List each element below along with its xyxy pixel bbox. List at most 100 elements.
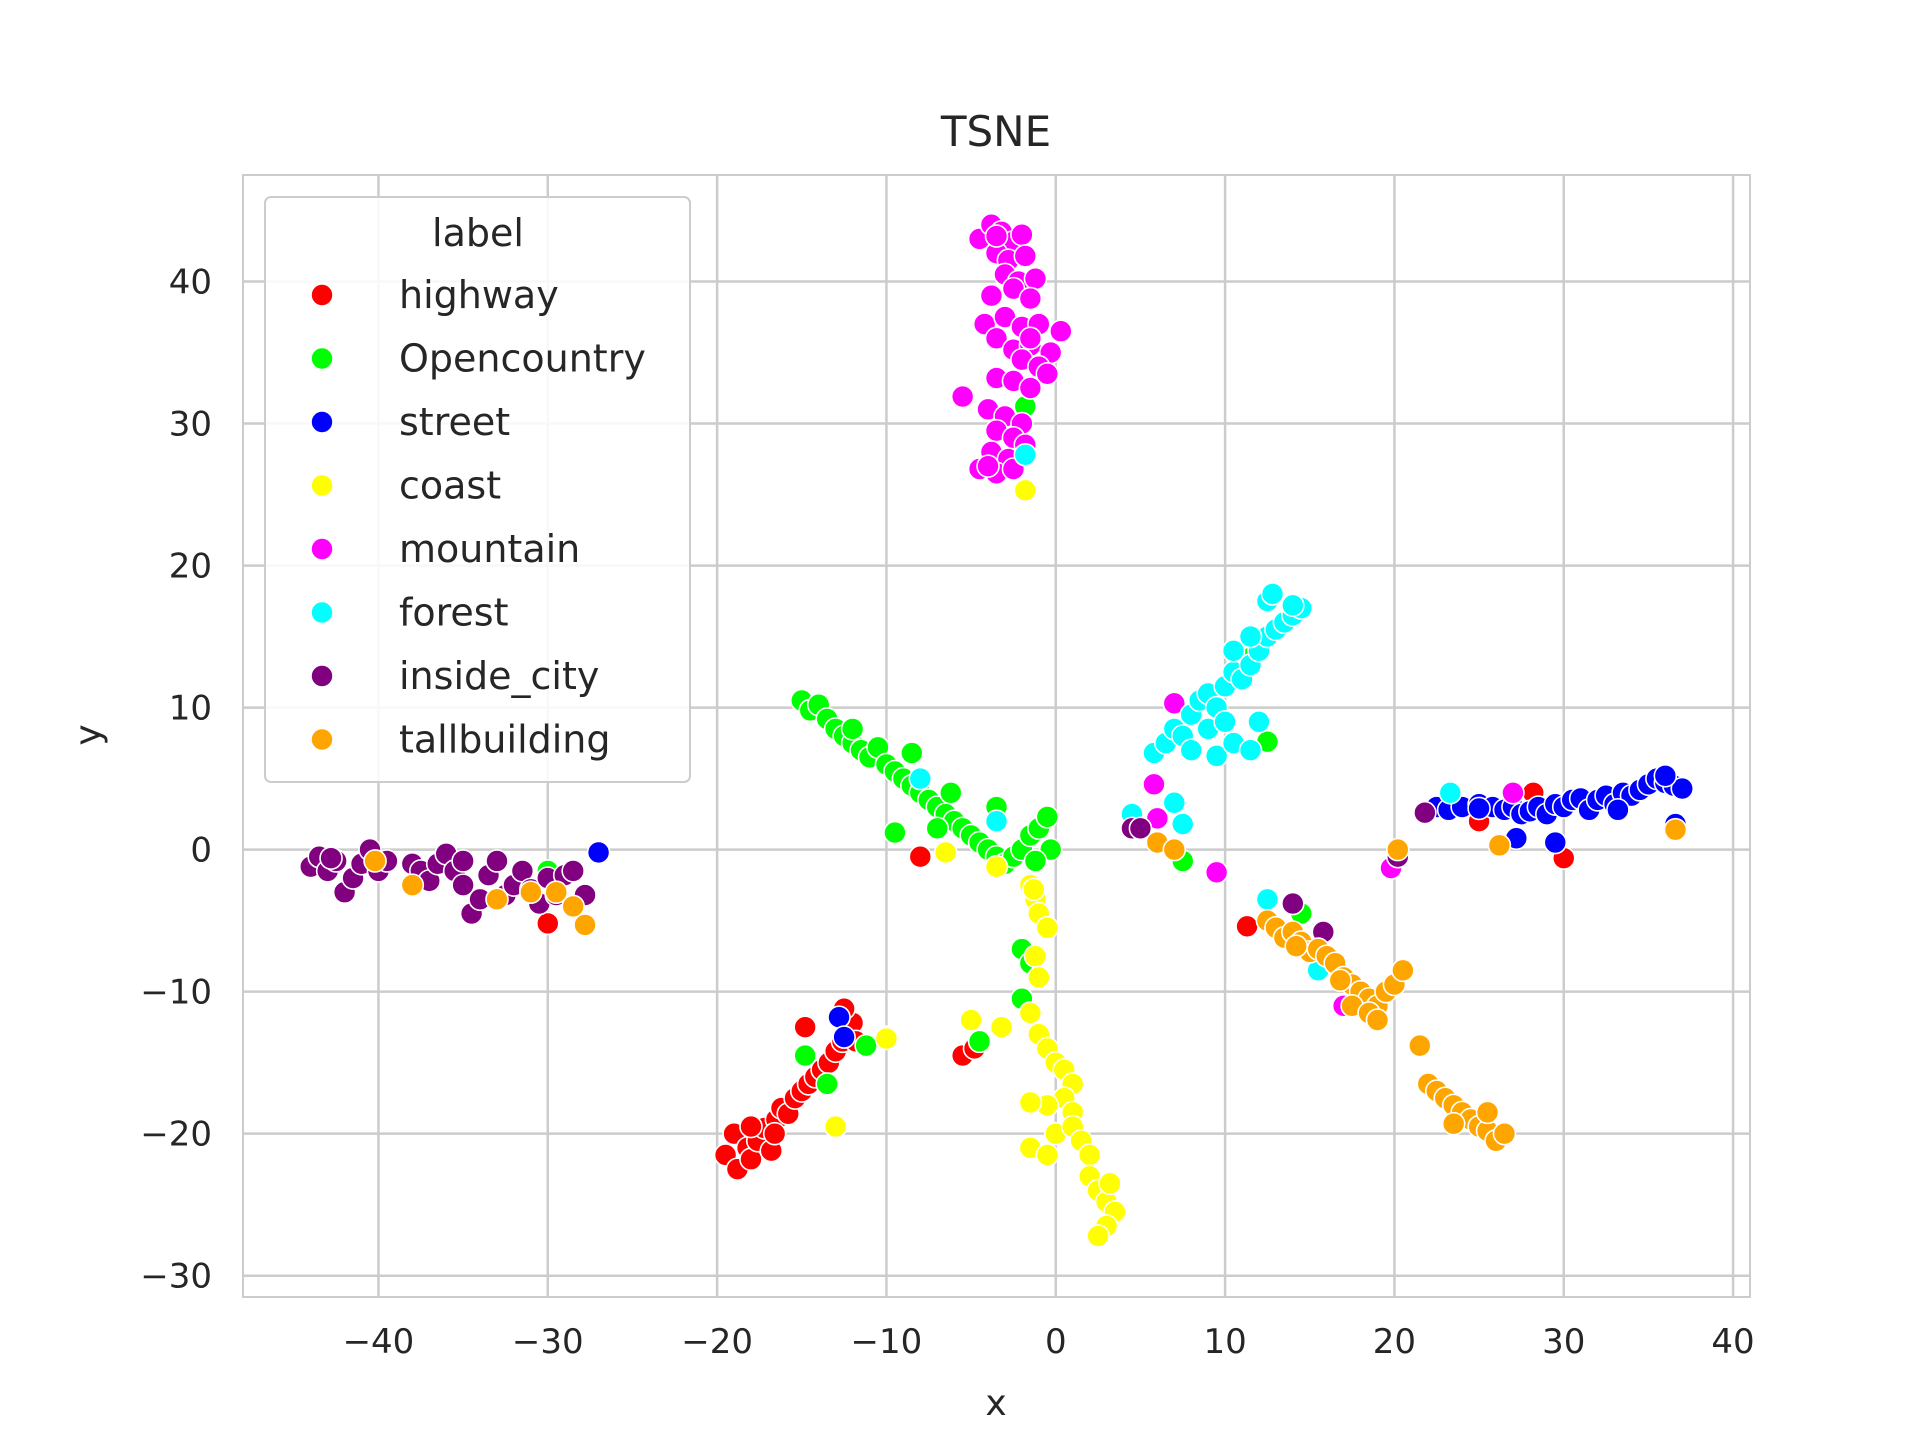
point-forest — [1247, 709, 1271, 734]
legend-marker-tallbuilding — [310, 727, 334, 752]
point-inside_city — [1128, 816, 1153, 841]
point-coast — [1098, 1171, 1122, 1196]
point-mountain — [1204, 860, 1229, 885]
point-Opencountry — [925, 816, 950, 841]
point-coast — [1021, 877, 1046, 902]
point-forest — [1260, 582, 1285, 606]
point-highway — [739, 1114, 763, 1139]
point-coast — [1086, 1224, 1110, 1248]
point-coast — [823, 1114, 848, 1139]
point-inside_city — [561, 859, 585, 883]
legend-items: highway Opencountry street coast mountain for… — [310, 273, 646, 762]
point-tallbuilding — [1328, 968, 1353, 993]
point-tallbuilding — [1365, 1008, 1390, 1032]
point-tallbuilding — [1487, 833, 1512, 858]
point-coast — [1077, 1143, 1102, 1167]
y-tick-label: 10 — [169, 689, 212, 729]
point-Opencountry — [854, 1033, 878, 1058]
point-forest — [1162, 790, 1187, 815]
point-highway — [535, 911, 560, 936]
legend-marker-forest — [310, 600, 334, 625]
point-coast — [1027, 965, 1051, 990]
point-mountain — [984, 326, 1009, 351]
point-street — [586, 840, 611, 865]
y-tick-label: 30 — [169, 405, 212, 445]
point-forest — [1170, 812, 1195, 836]
point-mountain — [1018, 286, 1043, 311]
point-mountain — [1501, 781, 1525, 805]
point-tallbuilding — [1284, 934, 1309, 958]
point-forest — [984, 809, 1009, 834]
x-tick-label: −40 — [343, 1322, 415, 1362]
point-street — [1606, 798, 1630, 822]
x-tick-labels: −40 −30 −20 −10 0 10 20 30 40 — [343, 1322, 1755, 1362]
point-Opencountry — [967, 1029, 992, 1054]
y-tick-label: −20 — [140, 1115, 212, 1155]
legend-label-Opencountry: Opencountry — [399, 337, 646, 381]
point-inside_city — [451, 849, 475, 873]
legend: label highway Opencountry street coast mount… — [264, 196, 691, 783]
point-street — [1670, 776, 1695, 801]
point-Opencountry — [840, 717, 865, 741]
legend-label-inside_city: inside_city — [399, 654, 599, 698]
point-mountain — [950, 384, 975, 409]
point-mountain — [1035, 362, 1060, 386]
point-tallbuilding — [1492, 1121, 1517, 1146]
y-axis-label: y — [68, 724, 109, 745]
legend-marker-mountain — [310, 537, 334, 561]
point-Opencountry — [793, 1043, 817, 1068]
point-highway — [908, 844, 933, 869]
point-mountain — [976, 454, 1000, 478]
point-coast — [1013, 478, 1038, 503]
scatter-points — [298, 212, 1695, 1248]
legend-label-forest: forest — [399, 591, 509, 635]
x-tick-label: 40 — [1711, 1322, 1754, 1362]
y-tick-label: 20 — [169, 547, 212, 587]
point-mountain — [1023, 266, 1048, 291]
y-tick-label: 0 — [190, 831, 212, 871]
point-inside_city — [485, 849, 509, 873]
point-tallbuilding — [561, 894, 585, 919]
point-coast — [984, 854, 1009, 879]
point-mountain — [1049, 319, 1073, 344]
point-tallbuilding — [519, 880, 543, 905]
chart-title: TSNE — [940, 107, 1051, 156]
legend-marker-coast — [310, 473, 334, 498]
point-coast — [874, 1026, 899, 1051]
point-Opencountry — [938, 781, 963, 805]
point-mountain — [1142, 772, 1166, 797]
point-forest — [1255, 887, 1280, 912]
point-highway — [793, 1015, 817, 1039]
x-axis-label: x — [985, 1383, 1006, 1424]
point-tallbuilding — [573, 913, 597, 937]
legend-label-street: street — [399, 400, 510, 444]
point-forest — [1438, 781, 1463, 805]
x-tick-label: 30 — [1542, 1322, 1585, 1362]
point-Opencountry — [1035, 805, 1060, 829]
point-street — [827, 1005, 851, 1030]
point-coast — [1035, 1143, 1060, 1167]
point-Opencountry — [900, 741, 924, 765]
point-street — [832, 1025, 856, 1049]
point-tallbuilding — [1162, 837, 1187, 862]
legend-marker-highway — [310, 283, 334, 307]
x-tick-label: 10 — [1203, 1322, 1246, 1362]
point-forest — [1238, 624, 1263, 649]
y-tick-label: −10 — [140, 973, 212, 1013]
point-forest — [1221, 638, 1246, 663]
point-mountain — [1018, 326, 1043, 351]
point-tallbuilding — [400, 873, 425, 897]
point-tallbuilding — [485, 887, 509, 912]
point-inside_city — [451, 873, 475, 897]
point-mountain — [979, 283, 1004, 308]
point-coast — [933, 840, 958, 865]
x-tick-label: 20 — [1373, 1322, 1416, 1362]
x-tick-label: −10 — [851, 1322, 923, 1362]
point-coast — [959, 1008, 983, 1032]
point-Opencountry — [815, 1072, 839, 1096]
legend-marker-Opencountry — [310, 346, 334, 371]
point-forest — [1213, 709, 1237, 734]
legend-label-tallbuilding: tallbuilding — [399, 718, 611, 762]
x-tick-label: −30 — [512, 1322, 584, 1362]
